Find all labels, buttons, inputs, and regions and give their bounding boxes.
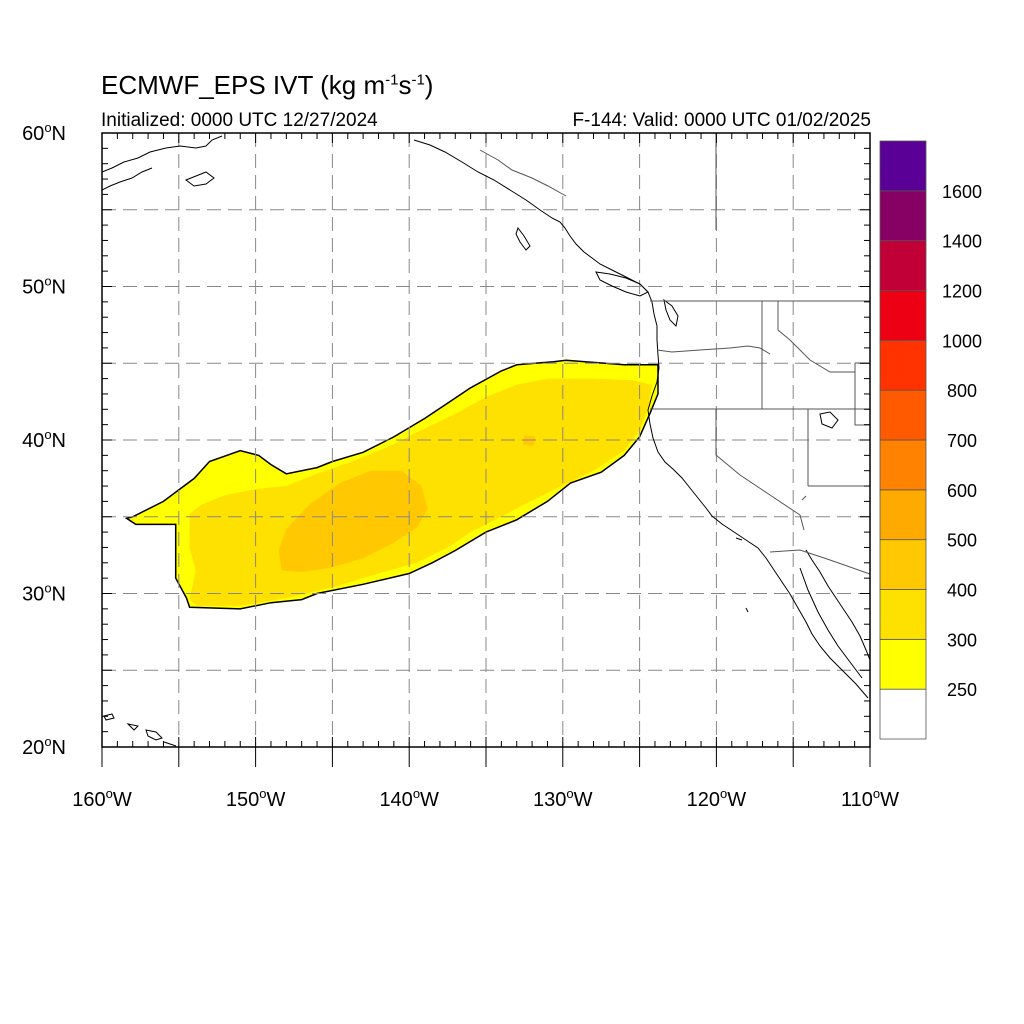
- colorbar-label: 400: [947, 581, 977, 601]
- lon-tick-label: 130oW: [533, 786, 593, 811]
- border-line: [656, 345, 771, 355]
- coastline: [102, 135, 223, 173]
- map-title-exponent: -1: [411, 71, 425, 89]
- colorbar-label: 600: [947, 481, 977, 501]
- colorbar-label: 500: [947, 531, 977, 551]
- colorbar-swatch: [879, 489, 927, 541]
- map-title-unit: s: [398, 70, 412, 100]
- colorbar-swatch: [879, 140, 927, 192]
- border-line: [715, 409, 805, 531]
- coastline: [413, 139, 869, 699]
- colorbar-swatch: [879, 439, 927, 491]
- colorbar-swatch: [879, 389, 927, 441]
- coastline: [515, 226, 531, 251]
- colorbar-label: 300: [947, 630, 977, 650]
- colorbar-swatch: [879, 290, 927, 341]
- lon-tick-label: 150oW: [226, 786, 286, 811]
- lat-tick-label: 60oN: [22, 120, 66, 145]
- colorbar-swatch: [879, 240, 927, 291]
- coastline: [805, 549, 870, 661]
- coastline: [126, 723, 140, 731]
- lon-tick-label: 120oW: [687, 786, 747, 811]
- colorbar-label: 1400: [942, 232, 982, 252]
- lon-tick-label: 140oW: [379, 786, 439, 811]
- valid-time: F-144: Valid: 0000 UTC 01/02/2025: [572, 110, 871, 131]
- colorbar-label: 1200: [942, 282, 982, 302]
- coastline: [184, 171, 215, 187]
- lat-tick-label: 40oN: [22, 427, 66, 452]
- border-line: [777, 301, 855, 373]
- coastline: [735, 537, 743, 541]
- coastline: [145, 729, 163, 741]
- coastline: [663, 298, 679, 328]
- coastline: [799, 567, 863, 679]
- coastline: [103, 713, 115, 721]
- political-borders: [479, 133, 870, 575]
- colorbar-label: 700: [947, 431, 977, 451]
- axis-labels: 60oN 50oN 40oN 30oN 20oN 160oW 150oW 140oW 130oW…: [22, 120, 899, 811]
- colorbar-swatch: [879, 190, 927, 242]
- colorbar-swatch: [879, 539, 927, 590]
- ivt-fill-layer: [124, 359, 659, 610]
- lat-tick-label: 20oN: [22, 734, 66, 759]
- map-title: ECMWF_EPS IVT (kg m-1s-1): [101, 70, 433, 101]
- colorbar-swatch: [879, 339, 927, 391]
- map-title-main: ECMWF_EPS IVT (kg m: [101, 70, 386, 100]
- map-title-exponent: -1: [385, 71, 399, 89]
- axis-ticks: [101, 132, 871, 767]
- colorbar-label: 250: [947, 680, 977, 700]
- ivt-region-400-500: [278, 470, 428, 572]
- colorbar: 250 300 400 500 600 700 800 1000 1200 1400 1600: [879, 140, 982, 740]
- colorbar-label: 800: [947, 381, 977, 401]
- colorbar-swatch: [879, 638, 927, 690]
- coastline-layer: [102, 135, 870, 747]
- border-line: [479, 149, 567, 197]
- border-line: [769, 549, 870, 575]
- colorbar-label: 1600: [942, 182, 982, 202]
- graticule: [102, 133, 870, 747]
- lat-tick-label: 50oN: [22, 274, 66, 299]
- coastline: [819, 411, 839, 429]
- map-title-close: ): [424, 70, 434, 100]
- coastline: [595, 271, 649, 297]
- lon-tick-label: 160oW: [72, 786, 132, 811]
- initialized-time: Initialized: 0000 UTC 12/27/2024: [101, 110, 378, 131]
- coastline: [745, 607, 749, 613]
- coastline: [102, 167, 153, 191]
- colorbar-swatch: [879, 688, 927, 740]
- lat-tick-label: 30oN: [22, 581, 66, 606]
- coastline: [163, 741, 177, 747]
- border-line: [801, 495, 807, 501]
- ivt-region-400-500: [522, 435, 536, 447]
- colorbar-swatch: [879, 589, 927, 640]
- lon-tick-label: 110oW: [841, 786, 899, 811]
- colorbar-label: 1000: [942, 331, 982, 351]
